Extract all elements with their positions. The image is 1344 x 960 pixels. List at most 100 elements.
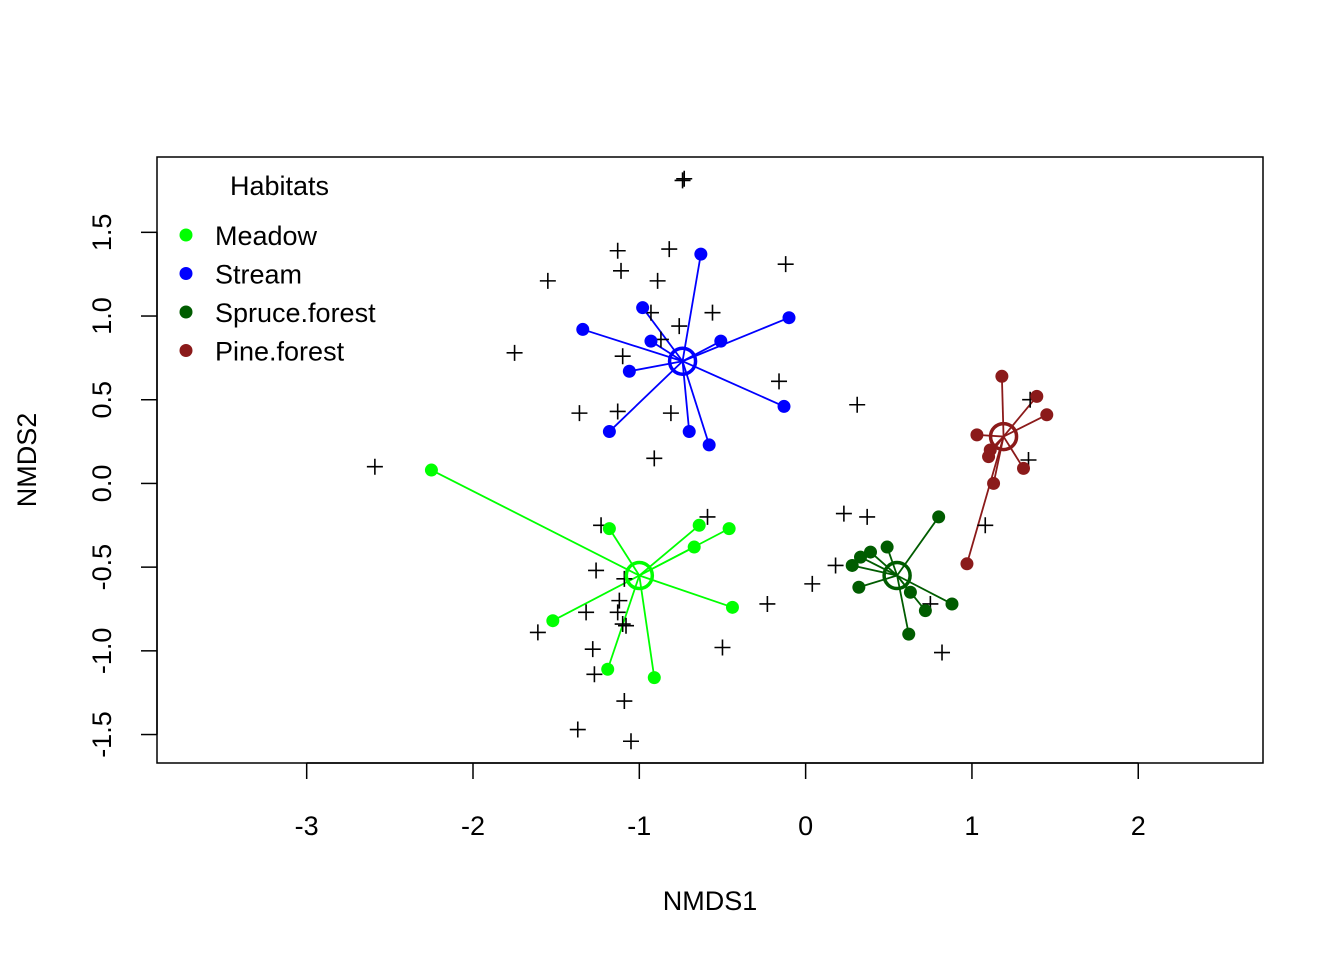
stream-point [644, 334, 658, 348]
plus-point [506, 344, 523, 361]
legend-title: Habitats [230, 171, 329, 201]
plus-point [616, 693, 633, 710]
meadow-spider-line [639, 574, 733, 609]
meadow-spider-line [606, 575, 641, 670]
plus-point [614, 616, 631, 633]
x-tick-label: 1 [964, 811, 979, 841]
stream-spider-line [608, 360, 684, 433]
y-tick-label: -0.5 [87, 544, 117, 591]
plus-point [613, 262, 630, 279]
meadow-point [725, 600, 739, 614]
plus-point [609, 604, 626, 621]
spruce-forest-spider-line [860, 556, 898, 577]
plus-point [646, 450, 663, 467]
x-tick-label: -3 [295, 811, 319, 841]
plus-point [588, 562, 605, 579]
y-axis: -1.5 -1.0 -0.5 0.0 0.5 1.0 1.5 [87, 214, 158, 758]
plus-point [827, 557, 844, 574]
legend: Habitats Meadow Stream Spruce.forest Pine.f… [179, 171, 376, 367]
x-tick-label: 2 [1131, 811, 1146, 841]
stream-point [636, 301, 650, 315]
y-tick-label: 0.5 [87, 381, 117, 419]
plus-point [662, 405, 679, 422]
legend-label-stream: Stream [215, 260, 302, 290]
stream-point [576, 322, 590, 336]
meadow-point [602, 522, 616, 536]
stream-point [782, 311, 796, 325]
y-tick-label: 0.0 [87, 465, 117, 503]
group-centroids [624, 346, 1019, 591]
meadow-point [692, 518, 706, 532]
legend-marker-pine-forest [179, 344, 193, 357]
plus-point [977, 517, 994, 534]
stream-spider-line [681, 253, 702, 362]
x-axis-title: NMDS1 [663, 886, 758, 916]
spruce-forest-point [918, 604, 932, 618]
plus-point [611, 592, 628, 609]
spruce-forest-point [852, 580, 866, 594]
legend-label-meadow: Meadow [215, 221, 318, 251]
plus-point [609, 242, 626, 259]
plus-point [835, 505, 852, 522]
spruce-forest-point [880, 540, 894, 554]
plus-point [584, 641, 601, 658]
pine-forest-point [1017, 461, 1031, 475]
stream-spider-line [682, 316, 790, 363]
pine-forest-spider-line [1000, 376, 1005, 437]
pine-forest-point [970, 428, 984, 442]
stream-point [714, 334, 728, 348]
meadow-spider-line [638, 546, 695, 577]
stream-point [622, 364, 636, 378]
plus-point [676, 170, 693, 187]
stream-spider-line [641, 307, 684, 362]
meadow-centroid [624, 560, 655, 591]
plus-point [571, 405, 588, 422]
stream-point [694, 247, 708, 261]
plus-point [614, 348, 631, 365]
y-tick-label: 1.0 [87, 297, 117, 335]
pine-forest-point [987, 476, 1001, 490]
y-tick-label: -1.0 [87, 628, 117, 675]
plus-point [671, 318, 688, 335]
stream-spider-line [582, 328, 683, 363]
spruce-forest-point [863, 545, 877, 559]
pine-forest-spider-line [1002, 395, 1038, 438]
plus-point [859, 508, 876, 525]
legend-marker-meadow [179, 228, 193, 242]
plus-point [649, 272, 666, 289]
site-points [424, 247, 1054, 685]
meadow-point [687, 540, 701, 554]
plus-point [661, 241, 678, 258]
legend-label-spruce-forest: Spruce.forest [215, 298, 376, 328]
spruce-forest-point [903, 585, 917, 599]
plus-point [539, 272, 556, 289]
plus-point [849, 396, 866, 413]
spruce-forest-spider-line [896, 575, 910, 635]
plot-frame [156, 156, 1264, 764]
pine-forest-spider-line [966, 436, 1005, 565]
meadow-spider-line [608, 528, 641, 576]
plus-point [704, 304, 721, 321]
meadow-spider-line [638, 575, 656, 678]
plus-point [934, 644, 951, 661]
legend-marker-spruce-forest [179, 305, 193, 319]
plus-point [714, 639, 731, 656]
meadow-point [546, 614, 560, 628]
plus-point [366, 458, 383, 475]
pine-forest-point [1030, 389, 1044, 403]
plus-point [804, 575, 821, 592]
x-tick-label: -2 [461, 811, 485, 841]
spruce-forest-spider-line [896, 574, 953, 605]
pine-forest-point [1040, 408, 1054, 422]
y-tick-label: 1.5 [87, 214, 117, 252]
stream-spider-line [629, 360, 683, 373]
spider-lines [431, 253, 1048, 678]
stream-point [777, 399, 791, 413]
meadow-point [424, 463, 438, 477]
plus-point [578, 604, 595, 621]
meadow-spider-line [431, 469, 640, 577]
x-tick-label: -1 [627, 811, 651, 841]
x-axis: -3 -2 -1 0 1 2 [295, 762, 1146, 841]
spruce-forest-point [945, 597, 959, 611]
